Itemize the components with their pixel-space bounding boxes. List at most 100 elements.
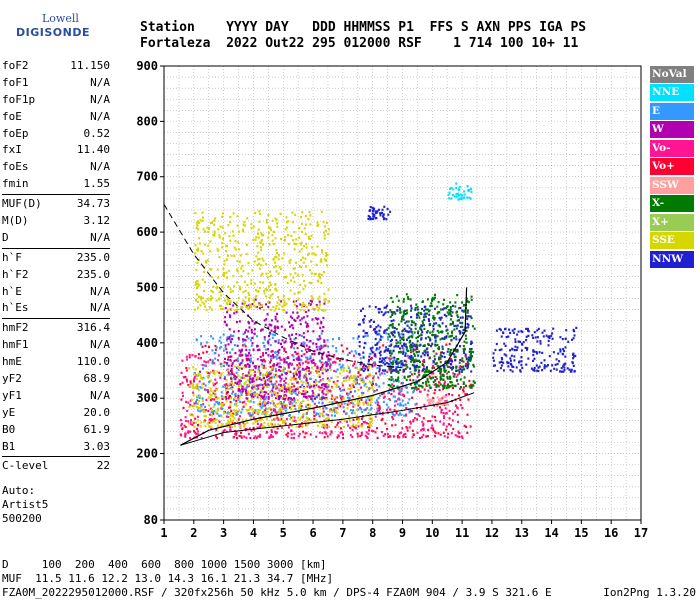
echo-dot bbox=[333, 398, 336, 401]
echo-dot bbox=[265, 385, 268, 389]
echo-dot bbox=[354, 378, 357, 381]
echo-dot bbox=[238, 381, 240, 384]
echo-dot bbox=[369, 206, 372, 209]
echo-dot bbox=[369, 401, 372, 404]
echo-dot bbox=[197, 430, 200, 433]
echo-cluster-sse bbox=[194, 210, 330, 312]
echo-dot bbox=[252, 409, 255, 412]
echo-dot bbox=[350, 374, 353, 377]
echo-dot bbox=[393, 335, 396, 338]
echo-dot bbox=[352, 380, 355, 383]
echo-dot bbox=[334, 406, 337, 410]
echo-dot bbox=[235, 371, 238, 374]
echo-dot bbox=[244, 388, 247, 391]
echo-dot bbox=[317, 338, 320, 341]
echo-dot bbox=[414, 383, 416, 386]
echo-dot bbox=[298, 365, 301, 368]
echo-dot bbox=[365, 399, 368, 402]
echo-dot bbox=[446, 383, 449, 386]
echo-dot bbox=[512, 365, 515, 368]
echo-dot bbox=[281, 426, 283, 429]
echo-dot bbox=[450, 424, 452, 427]
echo-dot bbox=[326, 254, 329, 257]
echo-dot bbox=[323, 258, 326, 261]
echo-dot bbox=[573, 334, 576, 337]
x-tick-label: 2 bbox=[190, 526, 197, 540]
echo-dot bbox=[342, 350, 344, 353]
echo-dot bbox=[306, 366, 309, 369]
echo-dot bbox=[332, 361, 334, 364]
echo-dot bbox=[370, 412, 372, 416]
echo-dot bbox=[277, 295, 280, 299]
echo-dot bbox=[227, 391, 229, 394]
echo-dot bbox=[191, 354, 194, 357]
echo-dot bbox=[333, 360, 336, 363]
echo-dot bbox=[459, 358, 462, 362]
echo-dot bbox=[319, 412, 322, 415]
chart-grid bbox=[163, 65, 642, 521]
echo-dot bbox=[260, 395, 263, 398]
echo-dot bbox=[346, 393, 349, 396]
echo-dot bbox=[393, 408, 396, 412]
echo-dot bbox=[315, 380, 318, 383]
echo-dot bbox=[193, 404, 196, 407]
echo-dot bbox=[350, 401, 353, 404]
echo-dot bbox=[302, 430, 305, 433]
echo-dot bbox=[402, 435, 405, 438]
echo-dot bbox=[401, 318, 403, 321]
echo-dot bbox=[532, 336, 535, 339]
echo-dot bbox=[564, 355, 567, 358]
echo-dot bbox=[313, 414, 316, 417]
echo-dot bbox=[396, 434, 399, 437]
echo-dot bbox=[200, 296, 203, 299]
echo-dot bbox=[287, 432, 290, 435]
echo-dot bbox=[379, 354, 382, 357]
echo-dot bbox=[360, 423, 363, 426]
echo-dot bbox=[197, 306, 199, 309]
echo-dot bbox=[405, 378, 408, 381]
echo-dot bbox=[237, 338, 240, 341]
echo-dot bbox=[237, 365, 239, 368]
echo-dot bbox=[411, 359, 413, 362]
echo-dot bbox=[197, 220, 199, 223]
echo-dot bbox=[236, 357, 239, 360]
echo-dot bbox=[327, 345, 330, 348]
echo-dot bbox=[217, 249, 220, 252]
echo-dot bbox=[509, 349, 511, 352]
echo-dot bbox=[532, 359, 535, 362]
echo-dot bbox=[456, 324, 459, 327]
echo-dot bbox=[423, 403, 426, 407]
echo-dot bbox=[470, 295, 473, 298]
echo-dot bbox=[277, 326, 280, 330]
echo-dot bbox=[278, 375, 281, 378]
echo-dot bbox=[500, 364, 503, 367]
echo-dot bbox=[393, 369, 396, 372]
echo-dot bbox=[249, 400, 252, 403]
echo-dot bbox=[262, 243, 265, 246]
echo-dot bbox=[207, 230, 210, 234]
echo-dot bbox=[282, 400, 285, 403]
echo-dot bbox=[400, 362, 403, 366]
echo-dot bbox=[274, 261, 276, 264]
echo-dot bbox=[402, 338, 405, 342]
echo-dot bbox=[240, 435, 243, 438]
echo-dot bbox=[271, 366, 274, 369]
echo-dot bbox=[290, 376, 293, 380]
echo-dot bbox=[280, 342, 282, 345]
echo-dot bbox=[270, 357, 273, 360]
echo-dot bbox=[457, 194, 460, 197]
echo-dot bbox=[400, 387, 403, 390]
echo-dot bbox=[277, 307, 280, 310]
echo-dot bbox=[181, 381, 184, 384]
echo-dot bbox=[298, 334, 301, 337]
echo-dot bbox=[325, 397, 328, 400]
echo-dot bbox=[421, 420, 424, 424]
echo-dot bbox=[293, 372, 296, 375]
echo-dot bbox=[452, 375, 455, 378]
echo-dot bbox=[237, 398, 240, 401]
echo-dot bbox=[249, 354, 252, 357]
echo-dot bbox=[324, 418, 327, 421]
echo-dot bbox=[374, 363, 377, 366]
echo-dot bbox=[264, 404, 267, 407]
echo-dot bbox=[323, 339, 326, 342]
